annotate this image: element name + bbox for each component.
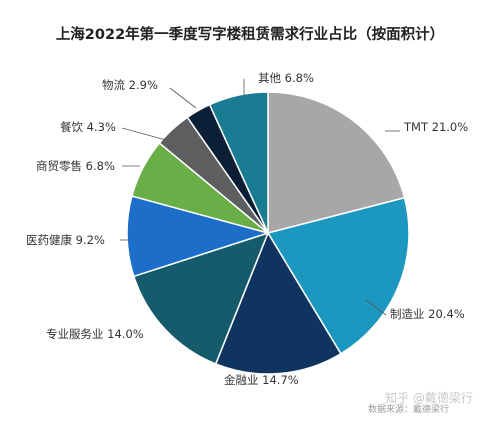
leader-line-8 <box>169 87 197 109</box>
slice-label-4: 专业服务业 14.0% <box>46 327 144 341</box>
slice-label-1: TMT 21.0% <box>403 120 468 134</box>
leader-line-2 <box>365 299 387 316</box>
leader-line-7 <box>121 127 167 141</box>
source-note: 数据来源：戴德梁行 <box>368 403 449 415</box>
pie-slice-1 <box>267 91 406 234</box>
pie-slice-2 <box>266 196 410 355</box>
slice-labels: TMT 21.0% 制造业 20.4% 金融业 14.7% 专业服务业 14.0% 医药… <box>26 71 468 387</box>
watermark: 知乎 @戴德梁行 <box>385 390 473 405</box>
slice-label-3: 金融业 14.7% <box>224 373 299 387</box>
slice-label-7: 餐饮 4.3% <box>60 120 116 134</box>
slice-label-6: 商贸零售 6.8% <box>36 159 115 173</box>
pie-slices <box>126 91 410 375</box>
pie-slice-5 <box>126 195 271 278</box>
pie-slice-9 <box>208 91 269 234</box>
chart-title: 上海2022年第一季度写字楼租赁需求行业占比（按面积计） <box>56 25 444 43</box>
slice-label-9: 其他 6.8% <box>258 71 314 85</box>
pie-slice-3 <box>214 231 342 375</box>
slice-label-5: 医药健康 9.2% <box>26 233 105 247</box>
leader-lines <box>120 79 400 316</box>
slice-label-2: 制造业 20.4% <box>390 307 465 321</box>
slice-label-8: 物流 2.9% <box>102 78 158 92</box>
